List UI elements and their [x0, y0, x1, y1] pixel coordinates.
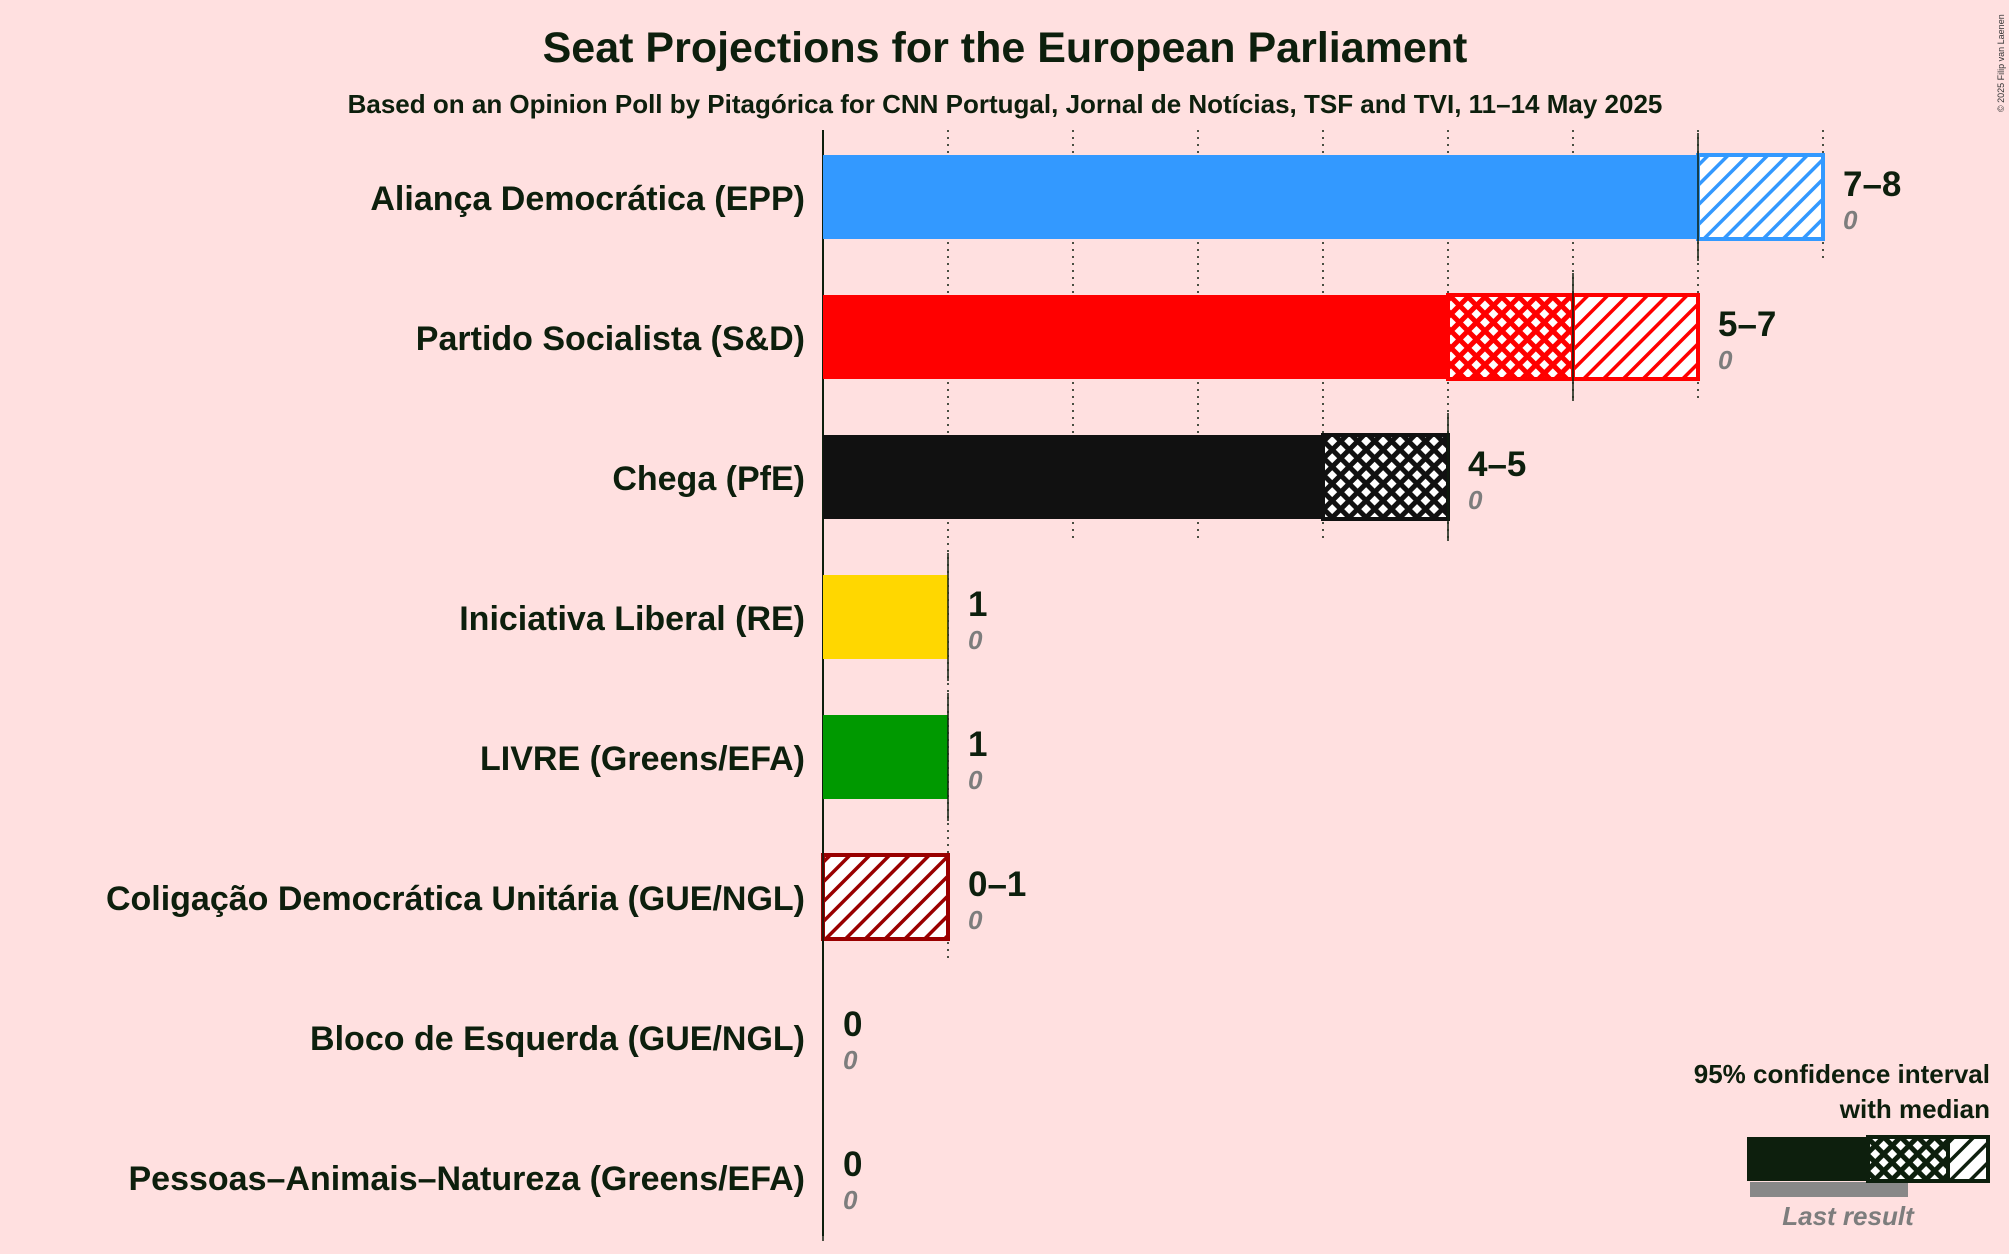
last-result-label: 0: [843, 1045, 858, 1075]
range-label: 5–7: [1718, 305, 1776, 344]
bars: [821, 133, 1825, 1241]
range-label: 4–5: [1468, 445, 1526, 484]
range-label: 7–8: [1843, 165, 1901, 204]
legend: 95% confidence interval with median Last…: [1694, 1059, 1990, 1231]
party-label: Pessoas–Animais–Natureza (Greens/EFA): [128, 1160, 805, 1198]
range-label: 0–1: [968, 865, 1026, 904]
chart-subtitle: Based on an Opinion Poll by Pitagórica f…: [348, 89, 1663, 119]
range-label: 1: [968, 725, 987, 764]
bar-solid: [823, 435, 1323, 519]
last-result-label: 0: [968, 765, 983, 795]
copyright-text: © 2025 Filip van Laenen: [1996, 14, 2006, 112]
bar-solid: [823, 715, 948, 799]
bar-crosshatch: [1446, 293, 1575, 381]
party-label: Chega (PfE): [612, 460, 805, 498]
last-result-label: 0: [1468, 485, 1483, 515]
bar-hatch: [1571, 293, 1700, 381]
legend-crosshatch-bar: [1866, 1135, 1950, 1183]
last-result-label: 0: [1718, 345, 1733, 375]
bar-hatch: [821, 853, 950, 941]
party-label: Bloco de Esquerda (GUE/NGL): [310, 1020, 805, 1058]
party-label: LIVRE (Greens/EFA): [480, 740, 805, 778]
legend-last-result-bar: [1750, 1182, 1908, 1197]
legend-solid-bar: [1747, 1137, 1868, 1181]
last-result-label: 0: [843, 1185, 858, 1215]
chart-title: Seat Projections for the European Parlia…: [543, 24, 1468, 72]
last-result-label: 0: [1843, 205, 1858, 235]
last-result-label: 0: [968, 905, 983, 935]
legend-last-result-label: Last result: [1782, 1201, 1915, 1231]
party-label: Partido Socialista (S&D): [416, 320, 805, 358]
range-label: 1: [968, 585, 987, 624]
legend-line-2: with median: [1839, 1094, 1990, 1124]
bar-crosshatch: [1321, 433, 1450, 521]
legend-hatch-bar: [1946, 1135, 1990, 1183]
party-label: Coligação Democrática Unitária (GUE/NGL): [106, 880, 805, 918]
bar-solid: [823, 295, 1448, 379]
bar-solid: [823, 575, 948, 659]
bar-solid: [823, 155, 1698, 239]
legend-line-1: 95% confidence interval: [1694, 1059, 1990, 1089]
party-label: Aliança Democrática (EPP): [370, 180, 805, 218]
range-label: 0: [843, 1145, 862, 1184]
party-label: Iniciativa Liberal (RE): [459, 600, 805, 638]
last-result-label: 0: [968, 625, 983, 655]
bar-hatch: [1696, 153, 1825, 241]
range-label: 0: [843, 1005, 862, 1044]
